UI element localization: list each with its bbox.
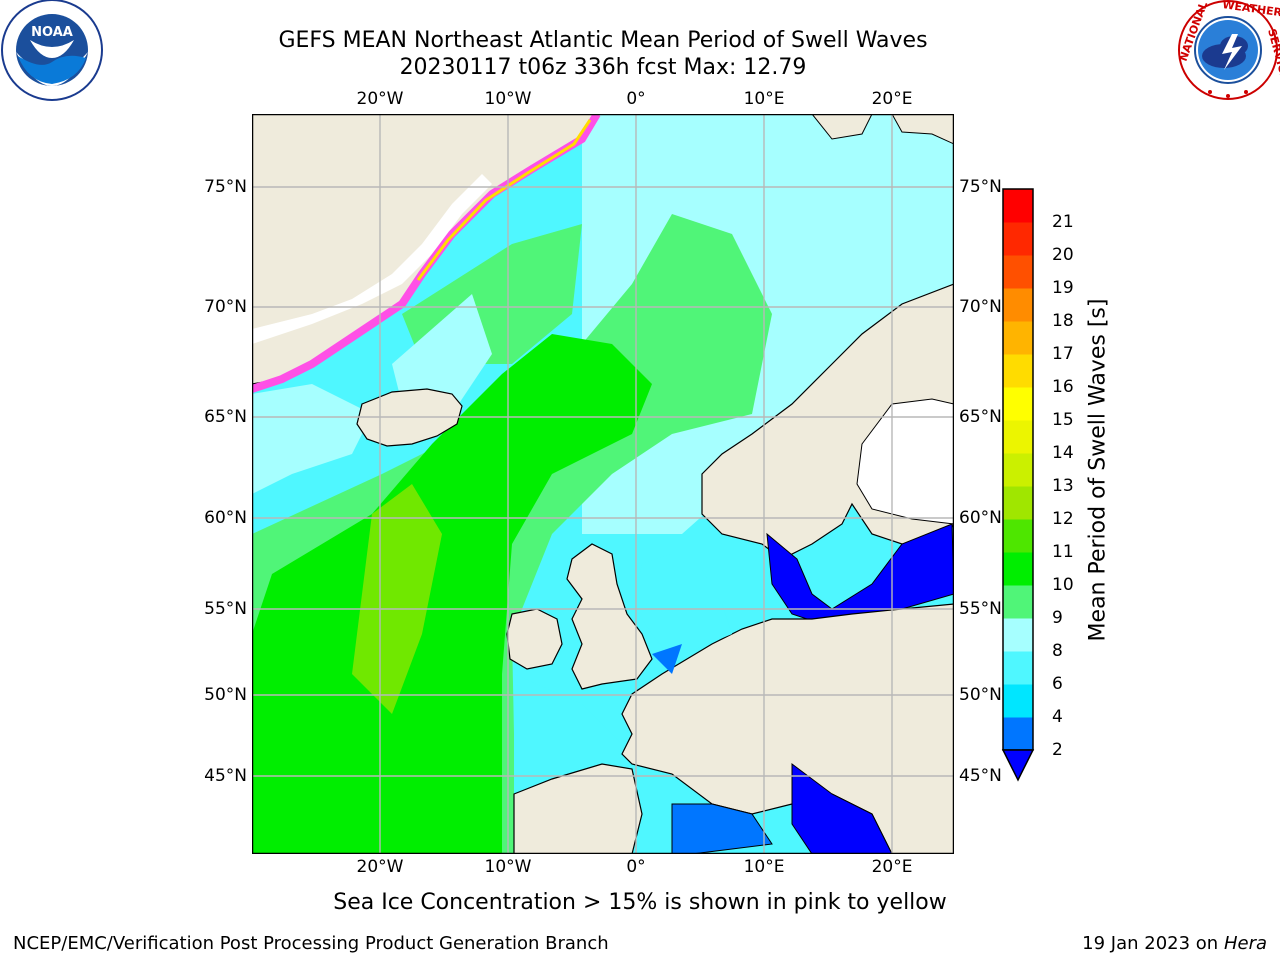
lon-label-top: 0° bbox=[626, 89, 646, 109]
colorbar-tick-label: 8 bbox=[1052, 641, 1063, 661]
colorbar-segment bbox=[1003, 189, 1033, 223]
map-graticule bbox=[252, 114, 954, 854]
chart-subtitle: 20230117 t06z 336h fcst Max: 12.79 bbox=[399, 55, 807, 80]
channel-blue bbox=[652, 644, 682, 674]
colorbar-segment bbox=[1003, 321, 1033, 355]
colorbar-tick-label: 4 bbox=[1052, 707, 1063, 727]
lat-label-right: 50°N bbox=[959, 685, 1002, 705]
colorbar-segment bbox=[1003, 354, 1033, 388]
colorbar-segment bbox=[1003, 651, 1033, 685]
lat-label-left: 70°N bbox=[204, 297, 247, 317]
colorbar-tick-label: 18 bbox=[1052, 311, 1074, 331]
nws-logo-icon: NATIONAL WEATHER SERVICE bbox=[1177, 0, 1280, 100]
lat-label-left: 75°N bbox=[204, 177, 247, 197]
north-sea bbox=[632, 554, 732, 659]
ireland-land bbox=[506, 608, 563, 670]
lon-label-top: 10°E bbox=[743, 89, 785, 109]
lon-label-bottom: 20°E bbox=[871, 857, 913, 877]
colorbar-title: Mean Period of Swell Waves [s] bbox=[1085, 298, 1111, 642]
lon-label-top: 20°E bbox=[871, 89, 913, 109]
colorbar-tick-label: 9 bbox=[1052, 608, 1063, 628]
colorbar-tick-label: 21 bbox=[1052, 212, 1074, 232]
colorbar-segment bbox=[1003, 684, 1033, 718]
colorbar-tick-label: 11 bbox=[1052, 542, 1074, 562]
lat-label-right: 75°N bbox=[959, 177, 1002, 197]
colorbar-segment bbox=[1003, 420, 1033, 454]
colorbar-tick-label: 2 bbox=[1052, 740, 1063, 760]
lat-label-left: 45°N bbox=[204, 766, 247, 786]
lat-label-right: 45°N bbox=[959, 766, 1002, 786]
greenland-ice-white bbox=[252, 174, 492, 344]
lon-label-bottom: 10°W bbox=[484, 857, 532, 877]
svg-text:NOAA: NOAA bbox=[31, 25, 73, 40]
colorbar-tick-label: 19 bbox=[1052, 278, 1074, 298]
mediterranean-sea bbox=[671, 803, 773, 854]
lat-label-right: 65°N bbox=[959, 407, 1002, 427]
credit-left: NCEP/EMC/Verification Post Processing Pr… bbox=[13, 933, 609, 954]
colorbar-tick-label: 14 bbox=[1052, 443, 1074, 463]
svalbard-land bbox=[811, 114, 873, 140]
colorbar-tick-label: 17 bbox=[1052, 344, 1074, 364]
swell-period-map bbox=[252, 114, 954, 854]
credit-right: 19 Jan 2023 on Hera bbox=[1082, 933, 1267, 954]
lon-label-top: 20°W bbox=[356, 89, 404, 109]
colorbar bbox=[1001, 188, 1035, 782]
colorbar-tick-label: 20 bbox=[1052, 245, 1074, 265]
sea-ice-caption: Sea Ice Concentration > 15% is shown in … bbox=[333, 890, 947, 915]
colorbar-tick-label: 6 bbox=[1052, 674, 1063, 694]
lon-label-bottom: 0° bbox=[626, 857, 646, 877]
lat-label-left: 50°N bbox=[204, 685, 247, 705]
credit-date: 19 Jan 2023 on bbox=[1082, 933, 1224, 954]
colorbar-segment bbox=[1003, 222, 1033, 256]
credit-host: Hera bbox=[1223, 933, 1267, 954]
colorbar-segment bbox=[1003, 387, 1033, 421]
colorbar-segment bbox=[1003, 585, 1033, 619]
chart-title: GEFS MEAN Northeast Atlantic Mean Period… bbox=[278, 28, 928, 53]
lon-label-bottom: 10°E bbox=[743, 857, 785, 877]
lon-label-bottom: 20°W bbox=[356, 857, 404, 877]
lat-label-left: 65°N bbox=[204, 407, 247, 427]
colorbar-segment bbox=[1003, 486, 1033, 520]
ocean-cyan-west bbox=[252, 384, 372, 494]
colorbar-tick-label: 16 bbox=[1052, 377, 1074, 397]
noaa-logo-icon: NOAA bbox=[1, 0, 103, 101]
lat-label-right: 70°N bbox=[959, 297, 1002, 317]
colorbar-extend-arrow bbox=[1001, 749, 1035, 782]
ocean-cyan-patch bbox=[392, 294, 492, 414]
bothnia-white bbox=[856, 398, 954, 525]
colorbar-segment bbox=[1003, 519, 1033, 553]
colorbar-segment bbox=[1003, 618, 1033, 652]
map-border bbox=[252, 114, 954, 854]
lat-label-right: 55°N bbox=[959, 599, 1002, 619]
colorbar-tick-label: 12 bbox=[1052, 509, 1074, 529]
svalbard-east-land bbox=[891, 114, 954, 145]
colorbar-segment bbox=[1003, 255, 1033, 289]
lat-label-left: 55°N bbox=[204, 599, 247, 619]
lat-label-left: 60°N bbox=[204, 508, 247, 528]
adriatic-sea bbox=[791, 763, 893, 854]
colorbar-segment bbox=[1003, 288, 1033, 322]
swell-10-11-area bbox=[252, 334, 652, 854]
lat-label-right: 60°N bbox=[959, 508, 1002, 528]
colorbar-tick-label: 15 bbox=[1052, 410, 1074, 430]
colorbar-tick-label: 10 bbox=[1052, 575, 1074, 595]
lon-label-top: 10°W bbox=[484, 89, 532, 109]
colorbar-segment bbox=[1003, 453, 1033, 487]
colorbar-segment bbox=[1003, 552, 1033, 586]
colorbar-segment bbox=[1003, 717, 1033, 751]
colorbar-tick-label: 13 bbox=[1052, 476, 1074, 496]
swell-12-patch bbox=[352, 484, 442, 714]
